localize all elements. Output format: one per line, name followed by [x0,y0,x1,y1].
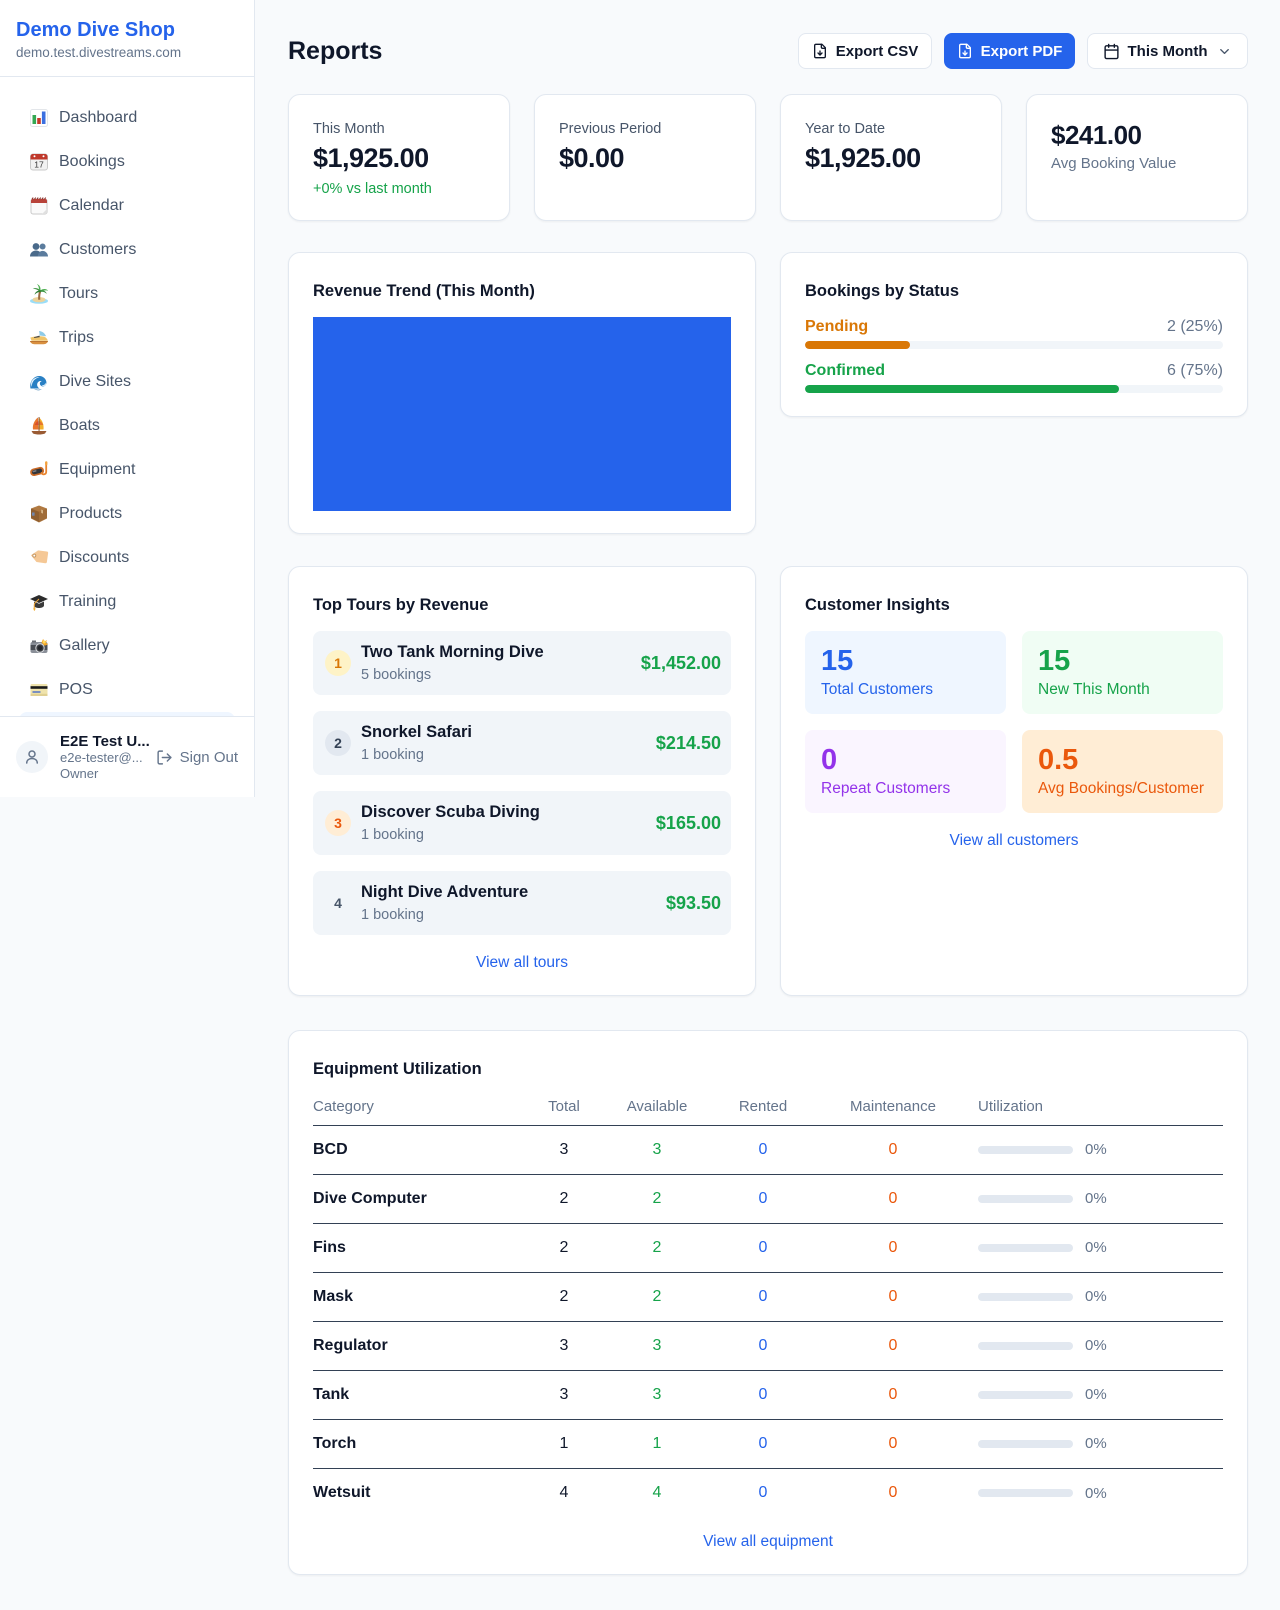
svg-text:17: 17 [34,160,44,170]
